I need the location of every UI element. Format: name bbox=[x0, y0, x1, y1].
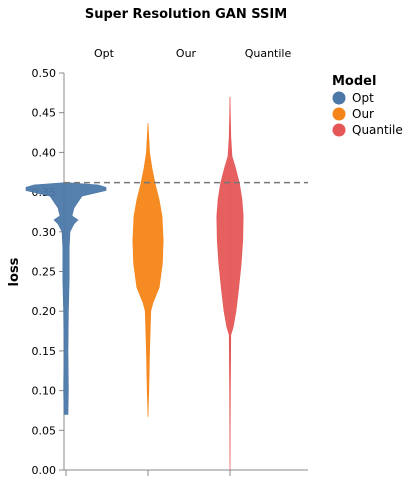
legend-label-opt: Opt bbox=[352, 91, 374, 105]
y-tick-label: 0.15 bbox=[32, 345, 57, 358]
y-tick-label: 0.50 bbox=[32, 67, 57, 80]
legend-label-quantile: Quantile bbox=[352, 123, 403, 137]
violin-our bbox=[132, 123, 164, 417]
legend-swatch-quantile bbox=[332, 123, 346, 137]
facet-label-opt: Opt bbox=[94, 47, 115, 60]
facet-label-our: Our bbox=[176, 47, 197, 60]
y-tick-label: 0.00 bbox=[32, 464, 57, 477]
chart-title: Super Resolution GAN SSIM bbox=[85, 7, 287, 22]
violin-opt bbox=[25, 182, 107, 415]
y-tick-label: 0.10 bbox=[32, 385, 57, 398]
violins bbox=[25, 96, 244, 471]
x-axis-ticks bbox=[65, 470, 231, 476]
legend-swatch-our bbox=[332, 107, 346, 121]
y-tick-label: 0.20 bbox=[32, 305, 57, 318]
y-tick-label: 0.25 bbox=[32, 266, 57, 279]
y-tick-label: 0.05 bbox=[32, 424, 57, 437]
violin-quantile bbox=[216, 96, 244, 471]
facet-label-quantile: Quantile bbox=[245, 47, 292, 60]
y-tick-label: 0.45 bbox=[32, 107, 57, 120]
legend-swatch-opt bbox=[332, 91, 346, 105]
y-tick-label: 0.40 bbox=[32, 146, 57, 159]
legend: Model Opt Our Quantile bbox=[332, 74, 403, 137]
y-axis-title: loss bbox=[7, 257, 22, 286]
legend-label-our: Our bbox=[352, 107, 374, 121]
legend-title: Model bbox=[332, 74, 376, 89]
y-tick-label: 0.30 bbox=[32, 226, 57, 239]
y-axis: 0.000.050.100.150.200.250.300.350.400.45… bbox=[32, 67, 65, 477]
